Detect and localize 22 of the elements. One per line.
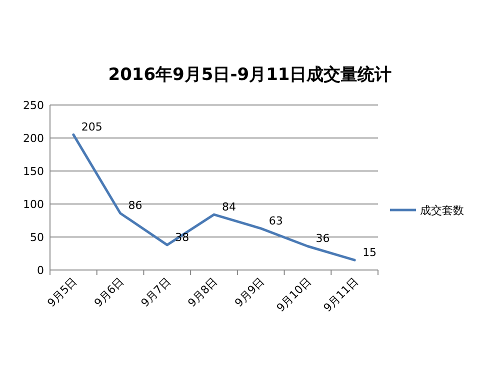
y-tick-label: 100 [23, 198, 44, 211]
chart-title: 2016年9月5日-9月11日成交量统计 [108, 65, 392, 85]
y-tick-label: 0 [37, 264, 44, 277]
y-tick-label: 250 [23, 99, 44, 112]
data-label: 63 [268, 214, 283, 228]
y-tick-label: 200 [23, 132, 44, 145]
y-tick-label: 50 [30, 231, 44, 244]
x-tick-label: 9月6日 [92, 274, 126, 310]
x-tick-label: 9月8日 [185, 274, 220, 310]
x-tick-label: 9月7日 [138, 274, 174, 310]
x-tick-label: 9月9日 [232, 274, 267, 310]
x-tick-label: 9月10日 [274, 274, 314, 315]
legend-label: 成交套数 [420, 204, 464, 217]
y-tick-label: 150 [23, 165, 44, 178]
data-label: 84 [222, 200, 236, 214]
data-label: 15 [362, 246, 377, 260]
x-tick-label: 9月5日 [44, 274, 80, 310]
data-label: 86 [128, 199, 142, 212]
x-tick-label: 9月11日 [321, 274, 361, 315]
data-label: 36 [316, 232, 330, 246]
data-label: 205 [81, 120, 102, 134]
line-series [72, 133, 356, 262]
